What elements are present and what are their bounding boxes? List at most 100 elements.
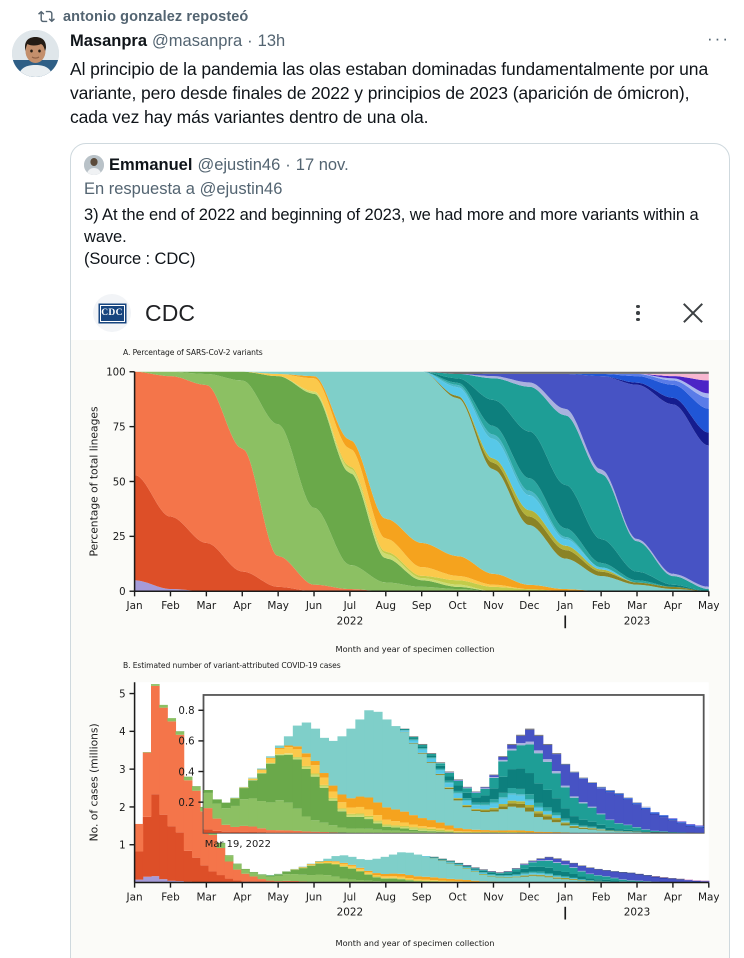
quoted-tweet-card[interactable]: Emmanuel @ejustin46 · 17 nov. En respues… [70,143,730,958]
retweet-icon[interactable] [38,8,55,25]
bar-BQ.1.1 [495,872,505,874]
svg-text:Jul: Jul [343,600,357,612]
inset-bar-CH.1.1 [605,830,615,832]
embedded-media[interactable]: CDC CDC A. Percentage of SARS-CoV-2 vari… [71,284,729,958]
bar-XBB.1.5 [651,876,661,882]
inset-bar-BA.4.6 [525,831,535,833]
svg-text:Sep: Sep [412,891,432,903]
inset-bar-BA.5 [632,832,642,833]
inset-bar-BA.2.12.1 [221,802,231,809]
display-name[interactable]: Masanpra [70,32,148,50]
inset-bar-BA.4.6 [319,773,329,778]
more-options-button[interactable]: ··· [707,29,730,48]
inset-bar-BQ.1.1 [525,744,535,774]
close-icon[interactable] [677,297,709,329]
inset-bar-BA.5.2.6 [516,789,526,795]
bar-BQ.1.1 [487,871,496,873]
bar-XBB.1.5.1 [643,875,652,877]
bar-BA.2.12.1 [249,872,259,873]
inset-bar-BA.2.75 [391,826,401,828]
tweet-text: Al principio de la pandemia las olas est… [70,59,709,127]
bar-BA.5 [290,869,300,870]
inset-bar-XBB.1.5 [596,788,606,814]
inset-bar-BF.7 [507,794,517,801]
avatar[interactable] [12,30,59,77]
bar-BA.5.2.6 [528,871,537,873]
quoted-display-name[interactable]: Emmanuel [109,156,193,174]
inset-bar-XBB.1.9.1 [578,778,589,779]
bar-BA.4.6 [429,877,439,881]
bar-BA.2.12.1 [372,877,382,882]
bar-BA.2.12.1 [331,864,341,877]
bar-BF.7 [495,875,505,877]
inset-bar-BQ.1 [453,785,463,792]
bar-BF.7 [446,862,455,863]
bar-BA.2.75.2 [339,866,349,867]
bar-Other [429,856,439,858]
inset-bar-BA.2 [310,820,321,832]
bar-BA.2.75 [306,865,316,866]
bar-XBB.2.3 [684,879,693,881]
svg-text:Apr: Apr [233,600,252,612]
panel-a-title: A. Percentage of SARS-CoV-2 variants [123,348,263,357]
bar-BQ.1.1 [618,879,628,882]
bar-BF.11 [552,876,562,877]
inset-bar-BF.11 [551,815,562,817]
bar-BA.1.1 [167,721,177,827]
inset-bar-BA.4.6 [516,830,526,833]
inset-bar-BA.5 [319,737,329,774]
bar-BF.11 [544,874,554,875]
inset-bar-BA.5 [337,736,347,795]
inset-bar-XBB.1.9.1 [587,782,597,784]
timestamp[interactable]: 13h [257,32,286,50]
inset-bar-BA.4 [283,747,294,754]
quoted-user-handle[interactable]: @ejustin46 [197,156,281,174]
bar-BF.7 [470,870,480,872]
panel-b-svg: 0.2 0.4 0.6 0.8 Mar 19, 2022 1 2 3 4 5 No. of case… [88,682,719,920]
inset-bar-BF.7 [551,816,562,819]
quoted-timestamp[interactable]: 17 nov. [295,156,349,174]
quoted-avatar[interactable] [84,155,104,175]
inset-bar-BA.5.2.6 [578,825,589,827]
bar-BA.4.6 [462,880,472,882]
bar-XBB.1.5.1 [667,878,677,880]
bar-BA.5 [462,868,472,881]
inset-bar-BA.2 [319,822,329,833]
bar-BA.5 [356,859,365,868]
svg-text:5: 5 [119,689,125,700]
inset-bar-XBB.1.5 [605,792,615,820]
bar-BA.1.1 [208,834,218,872]
more-options-icon[interactable] [625,300,651,326]
inset-bar-XBB [578,802,589,804]
bar-BA.4.6 [397,873,406,877]
inset-bar-BA.2.75 [319,785,329,788]
user-handle[interactable]: @masanpra [152,32,243,50]
bar-B.1.1.529 [134,851,144,880]
inset-bar-BA.2 [221,808,231,825]
reply-mention[interactable]: @ejustin46 [199,180,283,198]
bar-Other [438,858,447,860]
inset-bar-Other [435,762,446,764]
bar-XBB.1.5 [684,880,693,883]
inset-bar-BA.2 [417,831,428,833]
inset-bar-BA.2.12.1 [337,811,347,828]
inset-bar-BA.5.2.6 [435,768,446,770]
inset-bar-BF.11 [525,799,535,801]
inset-bar-BA.2.75.2 [346,813,356,815]
bar-BA.2.12.1 [282,871,291,875]
inset-bar-BA.4.6 [346,798,356,808]
bar-Other [528,860,537,862]
bar-BA.2.75.2 [438,881,447,882]
svg-text:3: 3 [119,765,125,776]
inset-bar-BQ.1 [542,789,553,808]
bar-BA.4 [380,876,390,878]
inset-bar-BA.2.12.1 [283,755,294,803]
inset-bar-BA.4 [301,757,312,767]
inset-bar-BA.5.2.6 [605,830,615,831]
bar-BQ.1 [528,866,537,872]
inset-bar-BA.2.75.2 [391,825,401,827]
bar-BQ.1.1 [503,871,513,874]
separator-dot: · [247,32,253,50]
bar-BA.4.6 [421,876,431,880]
bar-BQ.1.1 [552,862,562,871]
